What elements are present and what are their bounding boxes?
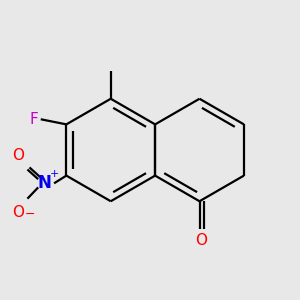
Text: O: O: [12, 148, 24, 163]
Text: N: N: [38, 174, 52, 192]
Text: +: +: [50, 169, 59, 179]
Text: O: O: [196, 233, 208, 248]
Text: F: F: [29, 112, 38, 127]
Text: −: −: [24, 208, 35, 220]
Text: O: O: [12, 205, 24, 220]
